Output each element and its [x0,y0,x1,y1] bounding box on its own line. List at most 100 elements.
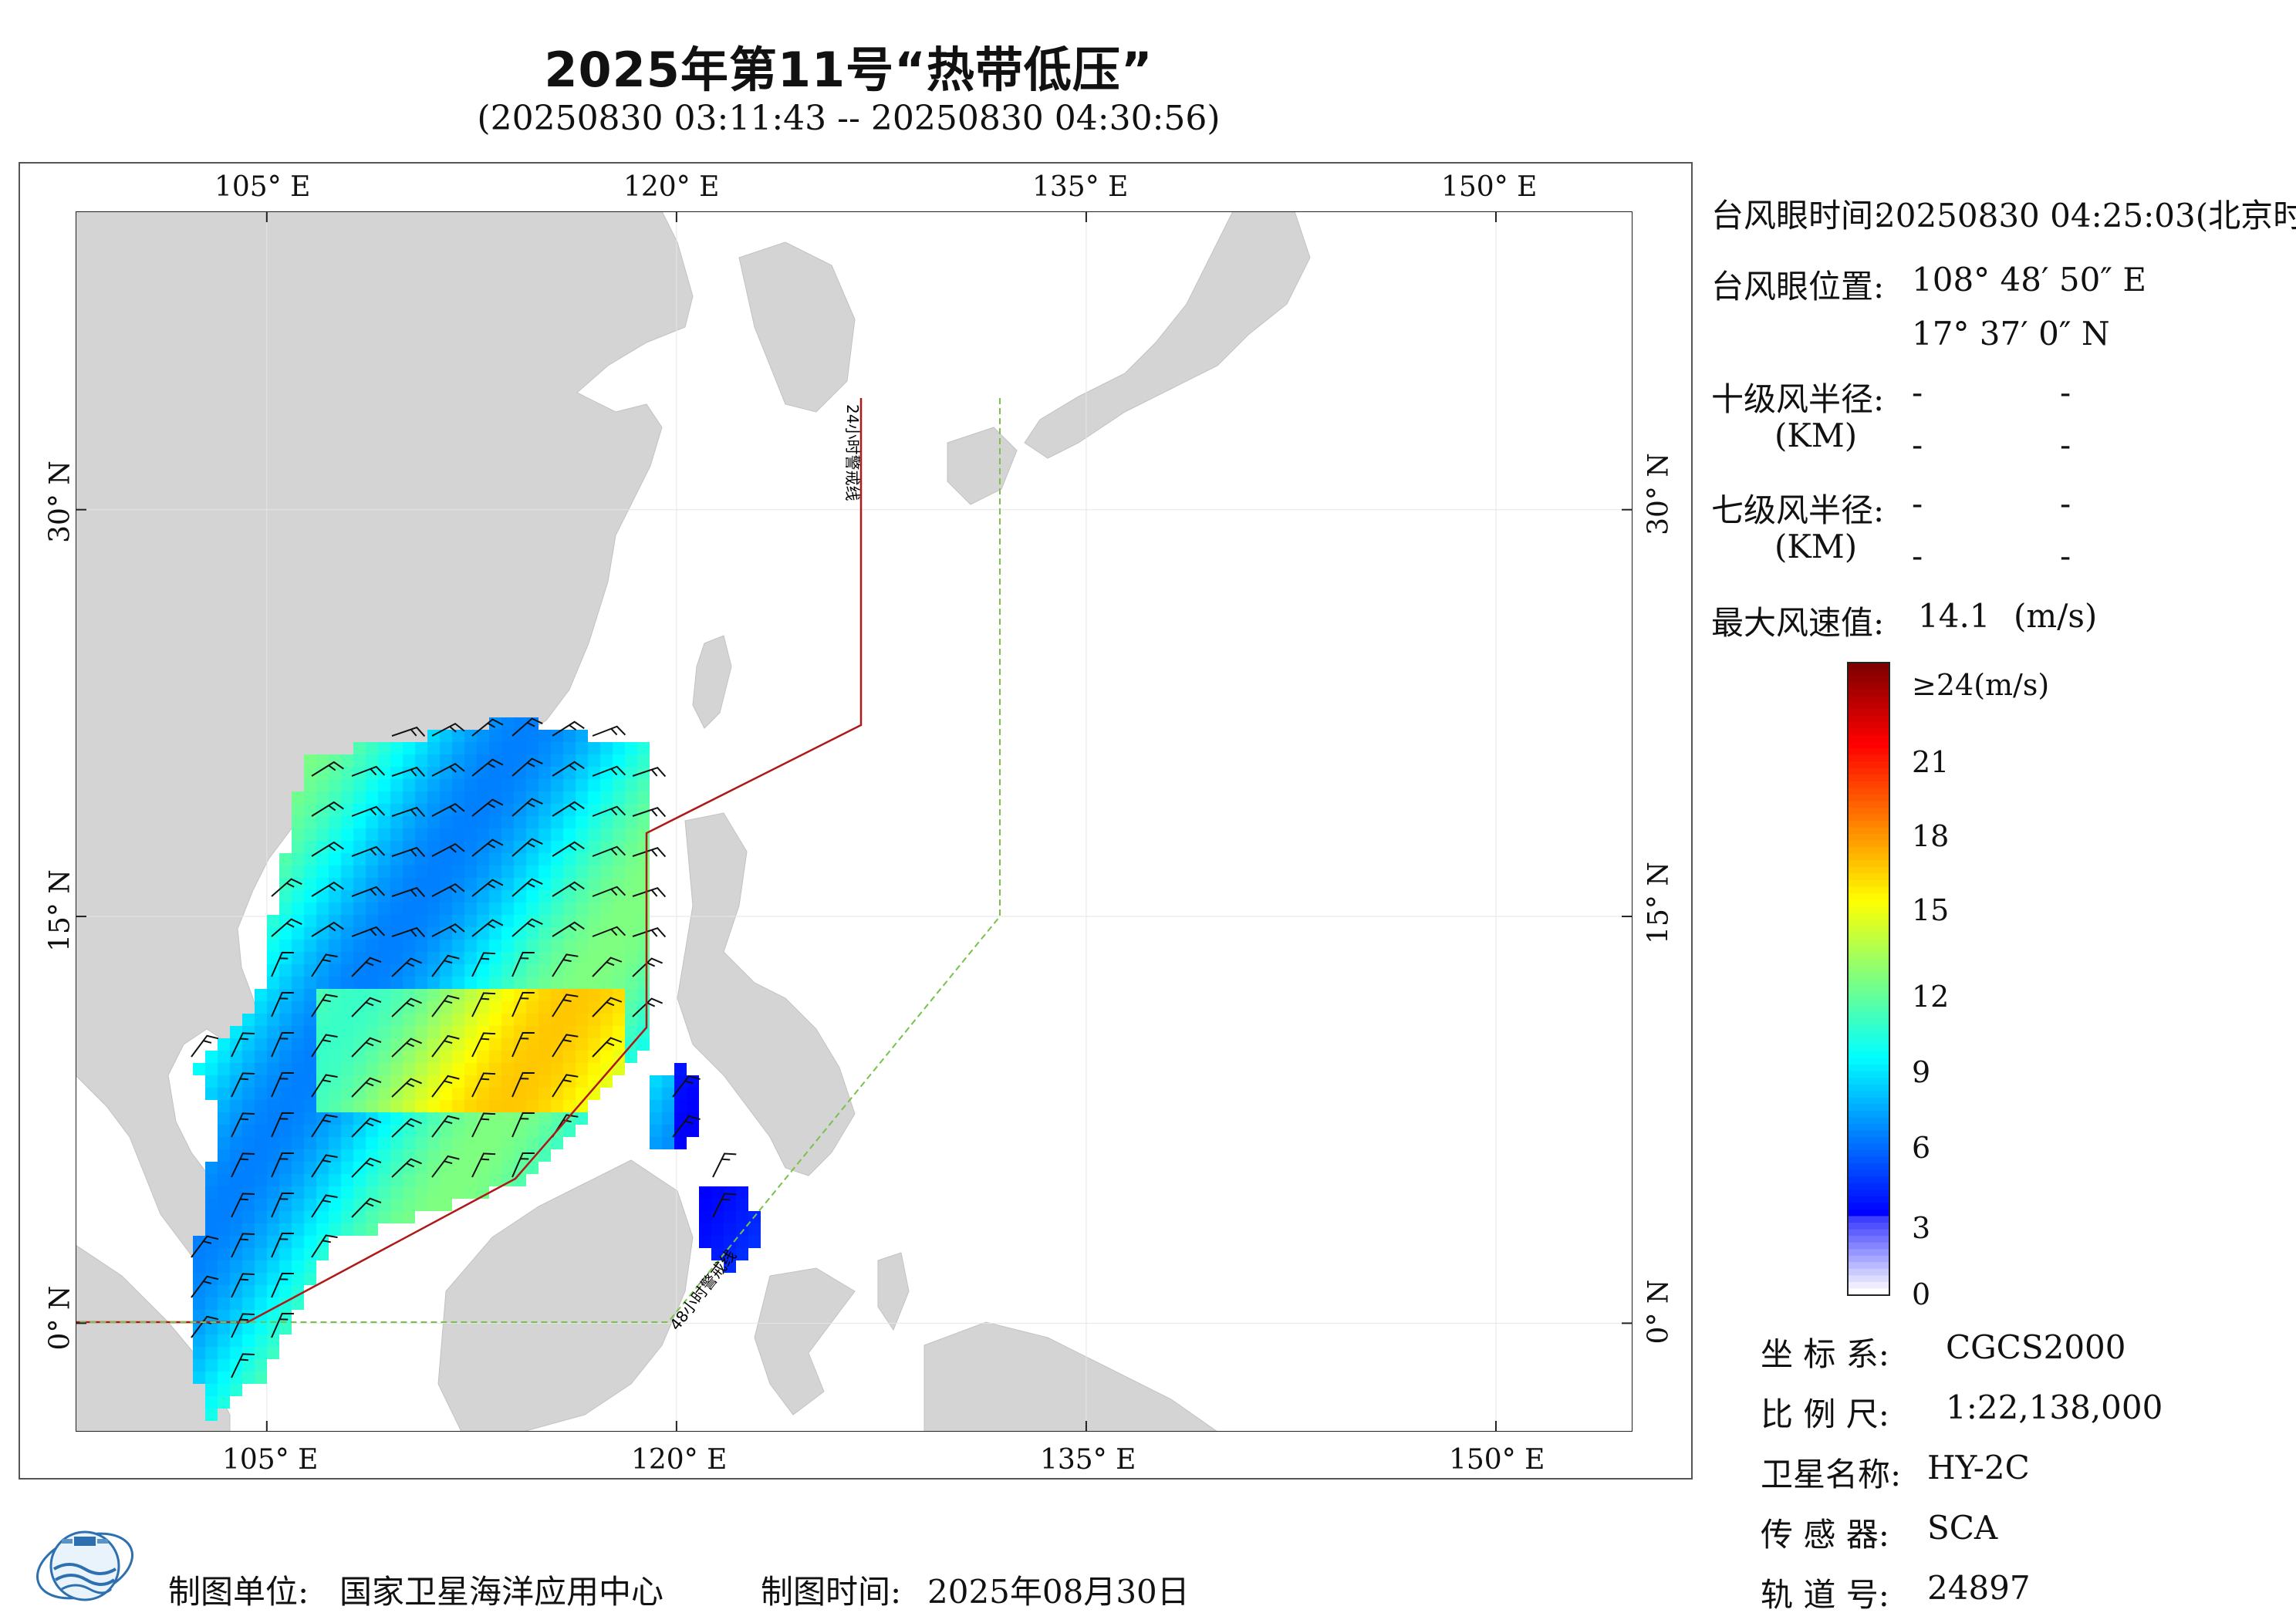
swath-cell [279,890,292,903]
swath-cell [613,989,625,1001]
swath-cell [452,1137,464,1149]
swath-cell [255,1199,267,1211]
swath-cell [477,1137,489,1149]
swath-cell [588,903,600,915]
swath-cell [489,1051,501,1063]
swath-cell [539,1001,551,1014]
swath-cell [699,1199,711,1211]
swath-cell [279,940,292,952]
swath-cell [205,1322,218,1335]
swath-cell [464,927,477,940]
swath-cell [193,1372,205,1384]
swath-cell [699,1223,711,1236]
swath-cell [267,1273,279,1285]
swath-cell [427,767,440,779]
swath-cell [279,865,292,878]
swath-cell [427,1162,440,1174]
swath-cell [748,1236,761,1248]
swath-cell [292,989,304,1001]
swath-cell [539,1051,551,1063]
swath-cell [514,853,526,865]
swath-cell [353,865,366,878]
swath-cell [341,1211,353,1223]
swath-cell [403,816,415,828]
colorbar-segment [1848,754,1889,763]
swath-cell [390,841,403,853]
swath-cell [316,952,329,964]
swath-cell [526,989,539,1001]
swath-cell [205,1162,218,1174]
swath-cell [378,1162,390,1174]
swath-cell [464,767,477,779]
swath-cell [279,1051,292,1063]
land-borneo [437,1159,694,1432]
sensor-label: 传 感 器: [1761,1516,1889,1554]
colorbar-segment [1848,821,1889,828]
swath-cell [489,1001,501,1014]
swath-cell [452,804,464,816]
swath-cell [292,1273,304,1285]
swath-cell [378,1211,390,1223]
swath-cell [390,828,403,841]
swath-cell [501,878,514,890]
swath-cell [242,1162,255,1174]
swath-cell [551,915,563,927]
wind-barb [391,1158,422,1178]
wind-barb [552,720,585,737]
lon-label-bottom-105: 105° E [222,1444,319,1476]
swath-cell [341,791,353,804]
swath-cell [341,989,353,1001]
wind-barb [592,765,626,777]
swath-cell [674,1100,687,1112]
swath-cell [576,742,588,754]
swath-cell [415,878,427,890]
swath-cell [613,1051,625,1063]
wind-barb [351,926,386,937]
swath-cell [329,1223,341,1236]
wind-barb [311,841,344,857]
warning-line-24h [76,398,863,1324]
swath-cell [551,1112,563,1125]
swath-cell [218,1347,230,1359]
swath-cell [501,1026,514,1038]
swath-cell [403,779,415,791]
swath-cell [341,915,353,927]
swath-cell [551,1014,563,1026]
swath-cell [390,1001,403,1014]
swath-cell [341,841,353,853]
swath-cell [267,1100,279,1112]
swath-cell [576,816,588,828]
swath-cell [304,754,316,767]
wind-speed-colorbar [1847,662,1890,1296]
swath-cell [415,1149,427,1162]
swath-cell [514,1174,526,1186]
swath-cell [514,1026,526,1038]
swath-cell [366,1014,378,1026]
swath-cell [267,1347,279,1359]
swath-cell [452,878,464,890]
swath-cell [329,903,341,915]
swath-cell [415,791,427,804]
swath-cell [514,717,526,730]
swath-cell [242,1285,255,1297]
swath-cell [403,1174,415,1186]
wind-barb [391,1118,422,1138]
swath-cell [390,754,403,767]
swath-cell [353,754,366,767]
swath-cell [588,853,600,865]
wind-barb [431,1075,460,1098]
swath-cell [218,1223,230,1236]
swath-cell [378,903,390,915]
swath-cell [539,1100,551,1112]
swath-cell [613,779,625,791]
swath-cell [353,964,366,977]
swath-cell [625,989,637,1001]
swath-cell [279,1236,292,1248]
swath-cell [218,1384,230,1396]
swath-cell [588,964,600,977]
swath-cell [279,1137,292,1149]
swath-cell [477,779,489,791]
swath-cell [353,903,366,915]
swath-cell [205,1186,218,1199]
swath-cell [255,1174,267,1186]
